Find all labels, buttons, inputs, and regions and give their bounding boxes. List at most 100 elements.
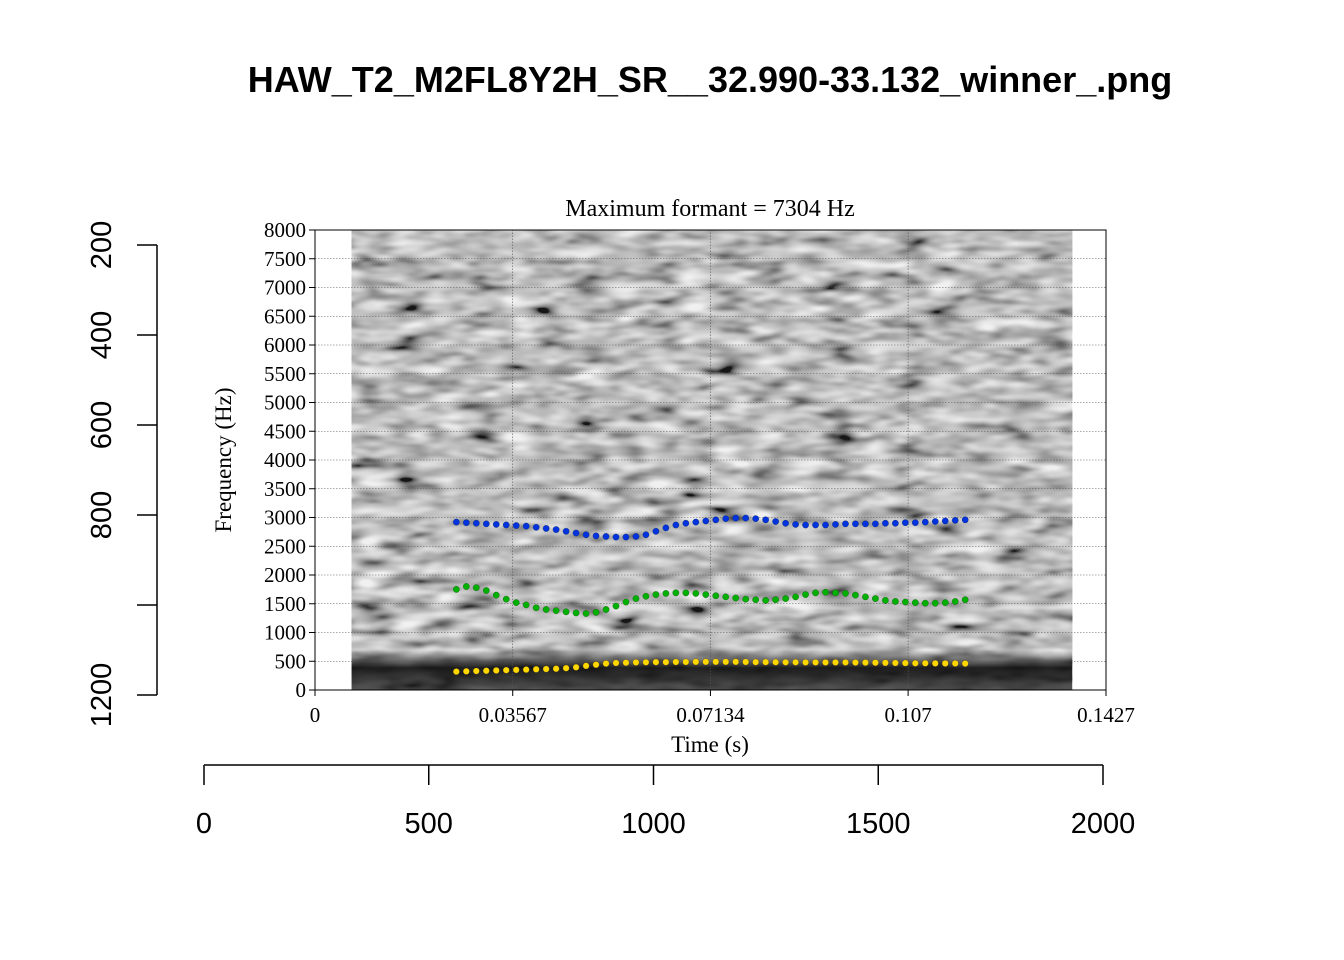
formant-point — [662, 589, 670, 597]
formant-point — [901, 659, 909, 667]
y-tick-label: 0 — [296, 678, 307, 702]
formant-point — [582, 610, 590, 617]
formant-point — [472, 584, 480, 592]
formant-point — [891, 519, 899, 527]
formant-point — [532, 604, 540, 612]
outer-bottom-axis: 0 500 1000 1500 2000 — [196, 764, 1135, 840]
formant-point — [542, 524, 550, 532]
formant-point — [742, 595, 750, 603]
formant-point — [871, 520, 879, 528]
formant-point — [772, 596, 780, 604]
formant-point — [682, 589, 690, 597]
y-tick-label: 4500 — [264, 419, 306, 443]
formant-point — [852, 591, 859, 599]
x-tick-label: 0.1427 — [1077, 703, 1135, 727]
formant-point — [472, 519, 480, 527]
outer-bottom-tick-label: 1500 — [846, 808, 911, 840]
formant-point — [572, 529, 580, 537]
formant-point — [832, 658, 839, 666]
formant-point — [502, 666, 510, 674]
formant-point — [602, 606, 610, 613]
formant-point — [492, 520, 500, 528]
formant-point — [532, 665, 540, 673]
y-tick-label: 2500 — [264, 534, 306, 558]
formant-point — [552, 665, 560, 673]
formant-point — [812, 658, 819, 666]
formant-point — [832, 589, 839, 597]
formant-point — [802, 521, 810, 529]
formant-point — [602, 533, 610, 540]
formant-point — [931, 599, 939, 607]
formant-point — [812, 589, 819, 597]
formant-point — [792, 658, 800, 666]
formant-point — [642, 658, 650, 666]
formant-point — [692, 658, 700, 666]
formant-point — [861, 593, 869, 601]
formant-point — [642, 592, 650, 600]
formant-point — [612, 659, 620, 667]
formant-point — [702, 658, 710, 666]
outer-left-tick-label: 800 — [86, 491, 118, 539]
formant-point — [961, 596, 969, 604]
formant-point — [652, 527, 660, 535]
formant-point — [542, 606, 550, 613]
formant-point — [692, 518, 700, 526]
y-tick-label: 7000 — [264, 276, 306, 300]
formant-point — [842, 658, 849, 666]
formant-point — [881, 596, 889, 604]
formant-point — [662, 524, 670, 532]
formant-point — [552, 526, 560, 534]
formant-point — [931, 659, 939, 667]
formant-point — [852, 520, 859, 528]
x-tick-label: 0.07134 — [676, 703, 745, 727]
formant-point — [732, 514, 740, 522]
formant-point — [822, 521, 829, 529]
formant-point — [592, 608, 600, 616]
y-tick-label: 3500 — [264, 477, 306, 501]
formant-point — [921, 599, 929, 607]
formant-point — [891, 598, 899, 605]
outer-bottom-tick-label: 1000 — [621, 808, 686, 840]
formant-point — [712, 516, 720, 524]
formant-point — [612, 602, 620, 610]
outer-left-tick-label: 1200 — [86, 663, 118, 728]
formant-point — [622, 598, 630, 606]
formant-point — [861, 520, 869, 528]
spectrogram-plot: Maximum formant = 7304 Hz 0 500 1000 1500 20… — [211, 196, 1135, 757]
formant-point — [752, 596, 760, 604]
y-tick-label: 7500 — [264, 247, 306, 271]
formant-point — [752, 515, 760, 523]
formant-point — [842, 589, 849, 597]
formant-point — [762, 516, 770, 524]
formant-point — [762, 596, 770, 604]
formant-series-2 — [452, 583, 969, 617]
formant-point — [512, 599, 520, 607]
formant-point — [921, 518, 929, 526]
formant-point — [512, 666, 520, 674]
y-axis-label: Frequency (Hz) — [211, 388, 236, 533]
formant-point — [562, 527, 570, 535]
x-tick-label: 0 — [310, 703, 321, 727]
formant-point — [532, 523, 540, 531]
formant-point — [582, 662, 590, 670]
formant-point — [492, 667, 500, 674]
formant-point — [672, 658, 680, 666]
formant-point — [452, 518, 460, 526]
y-tick-label: 5000 — [264, 391, 306, 415]
y-tick-label: 5500 — [264, 362, 306, 386]
outer-left-tick-label: 400 — [86, 311, 118, 359]
formant-point — [642, 531, 650, 539]
formant-point — [572, 663, 580, 671]
formant-point — [562, 608, 570, 616]
formant-point — [742, 514, 750, 522]
outer-bottom-tick-label: 0 — [196, 808, 212, 840]
formant-point — [462, 667, 470, 675]
formant-point — [802, 658, 810, 666]
formant-point — [871, 595, 879, 603]
formant-point — [842, 520, 849, 528]
outer-left-tick-label: 600 — [86, 401, 118, 449]
formant-point — [782, 595, 790, 603]
formant-point — [712, 592, 720, 600]
formant-series-3 — [452, 514, 969, 541]
